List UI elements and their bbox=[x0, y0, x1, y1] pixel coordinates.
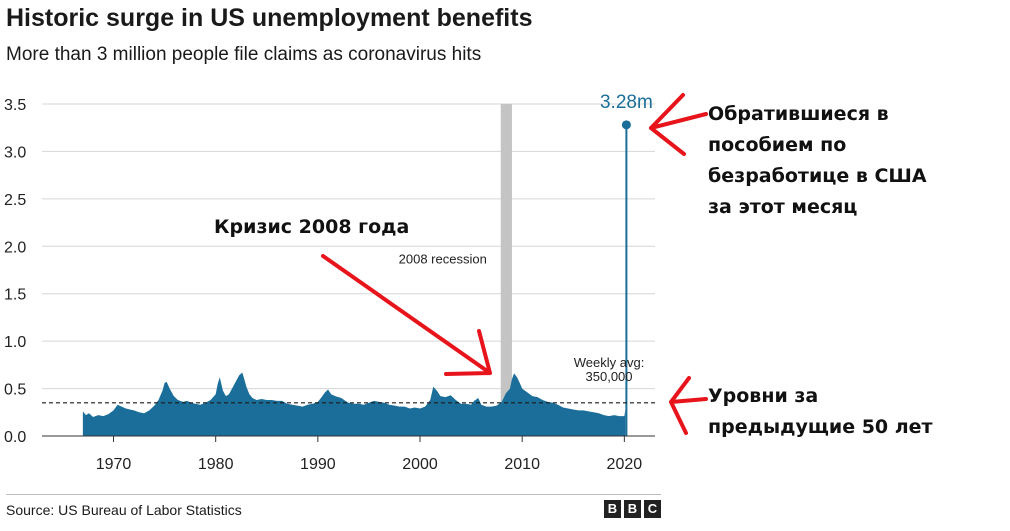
x-tick-label: 2010 bbox=[504, 456, 540, 473]
bbc-logo-block: C bbox=[644, 500, 661, 518]
y-axis-ticks: 0.0 0.5 1.0 1.5 2.0 2.5 3.0 3.5 bbox=[4, 97, 26, 446]
levels-arrow bbox=[669, 376, 708, 435]
chart-subtitle: More than 3 million people file claims a… bbox=[6, 44, 482, 65]
y-tick-label: 3.0 bbox=[4, 144, 26, 161]
recession-band bbox=[500, 104, 512, 436]
average-label-line2: 350,000 bbox=[586, 369, 633, 384]
peak-marker bbox=[621, 120, 631, 130]
source-note: Source: US Bureau of Labor Statistics bbox=[6, 502, 242, 518]
y-tick-label: 3.5 bbox=[4, 97, 26, 114]
bbc-logo-block: B bbox=[604, 500, 621, 518]
claims-area bbox=[82, 372, 626, 436]
peak-claims-note: Обратившиеся в пособием по безработице в… bbox=[708, 103, 927, 218]
bbc-logo: B B C bbox=[604, 500, 661, 518]
x-tick-label: 1970 bbox=[96, 456, 132, 473]
peak-label: 3.28m bbox=[600, 92, 653, 113]
gridlines bbox=[42, 103, 655, 390]
y-tick-label: 2.0 bbox=[4, 239, 26, 256]
red-annotation-arrows bbox=[321, 93, 708, 435]
levels-note: Уровни за предыдущие 50 лет bbox=[708, 385, 933, 438]
average-label-line1: Weekly avg: bbox=[574, 355, 645, 370]
y-tick-label: 0.0 bbox=[4, 429, 26, 446]
x-axis-ticks: 1970 1980 1990 2000 2010 2020 bbox=[96, 436, 643, 473]
y-tick-label: 2.5 bbox=[4, 192, 26, 209]
x-tick-label: 1980 bbox=[198, 456, 234, 473]
crisis-2008-note: Кризис 2008 года bbox=[214, 216, 410, 238]
y-tick-label: 1.5 bbox=[4, 287, 26, 304]
crisis-arrow bbox=[321, 254, 492, 376]
recession-label: 2008 recession bbox=[399, 251, 487, 266]
y-tick-label: 1.0 bbox=[4, 334, 26, 351]
footer-divider bbox=[6, 494, 661, 495]
x-tick-label: 2020 bbox=[607, 456, 643, 473]
x-tick-label: 2000 bbox=[402, 456, 438, 473]
x-tick-label: 1990 bbox=[300, 456, 336, 473]
y-tick-label: 0.5 bbox=[4, 382, 26, 399]
bbc-logo-block: B bbox=[624, 500, 641, 518]
chart-title: Historic surge in US unemployment benefi… bbox=[6, 4, 533, 32]
peak-arrow bbox=[649, 93, 708, 156]
